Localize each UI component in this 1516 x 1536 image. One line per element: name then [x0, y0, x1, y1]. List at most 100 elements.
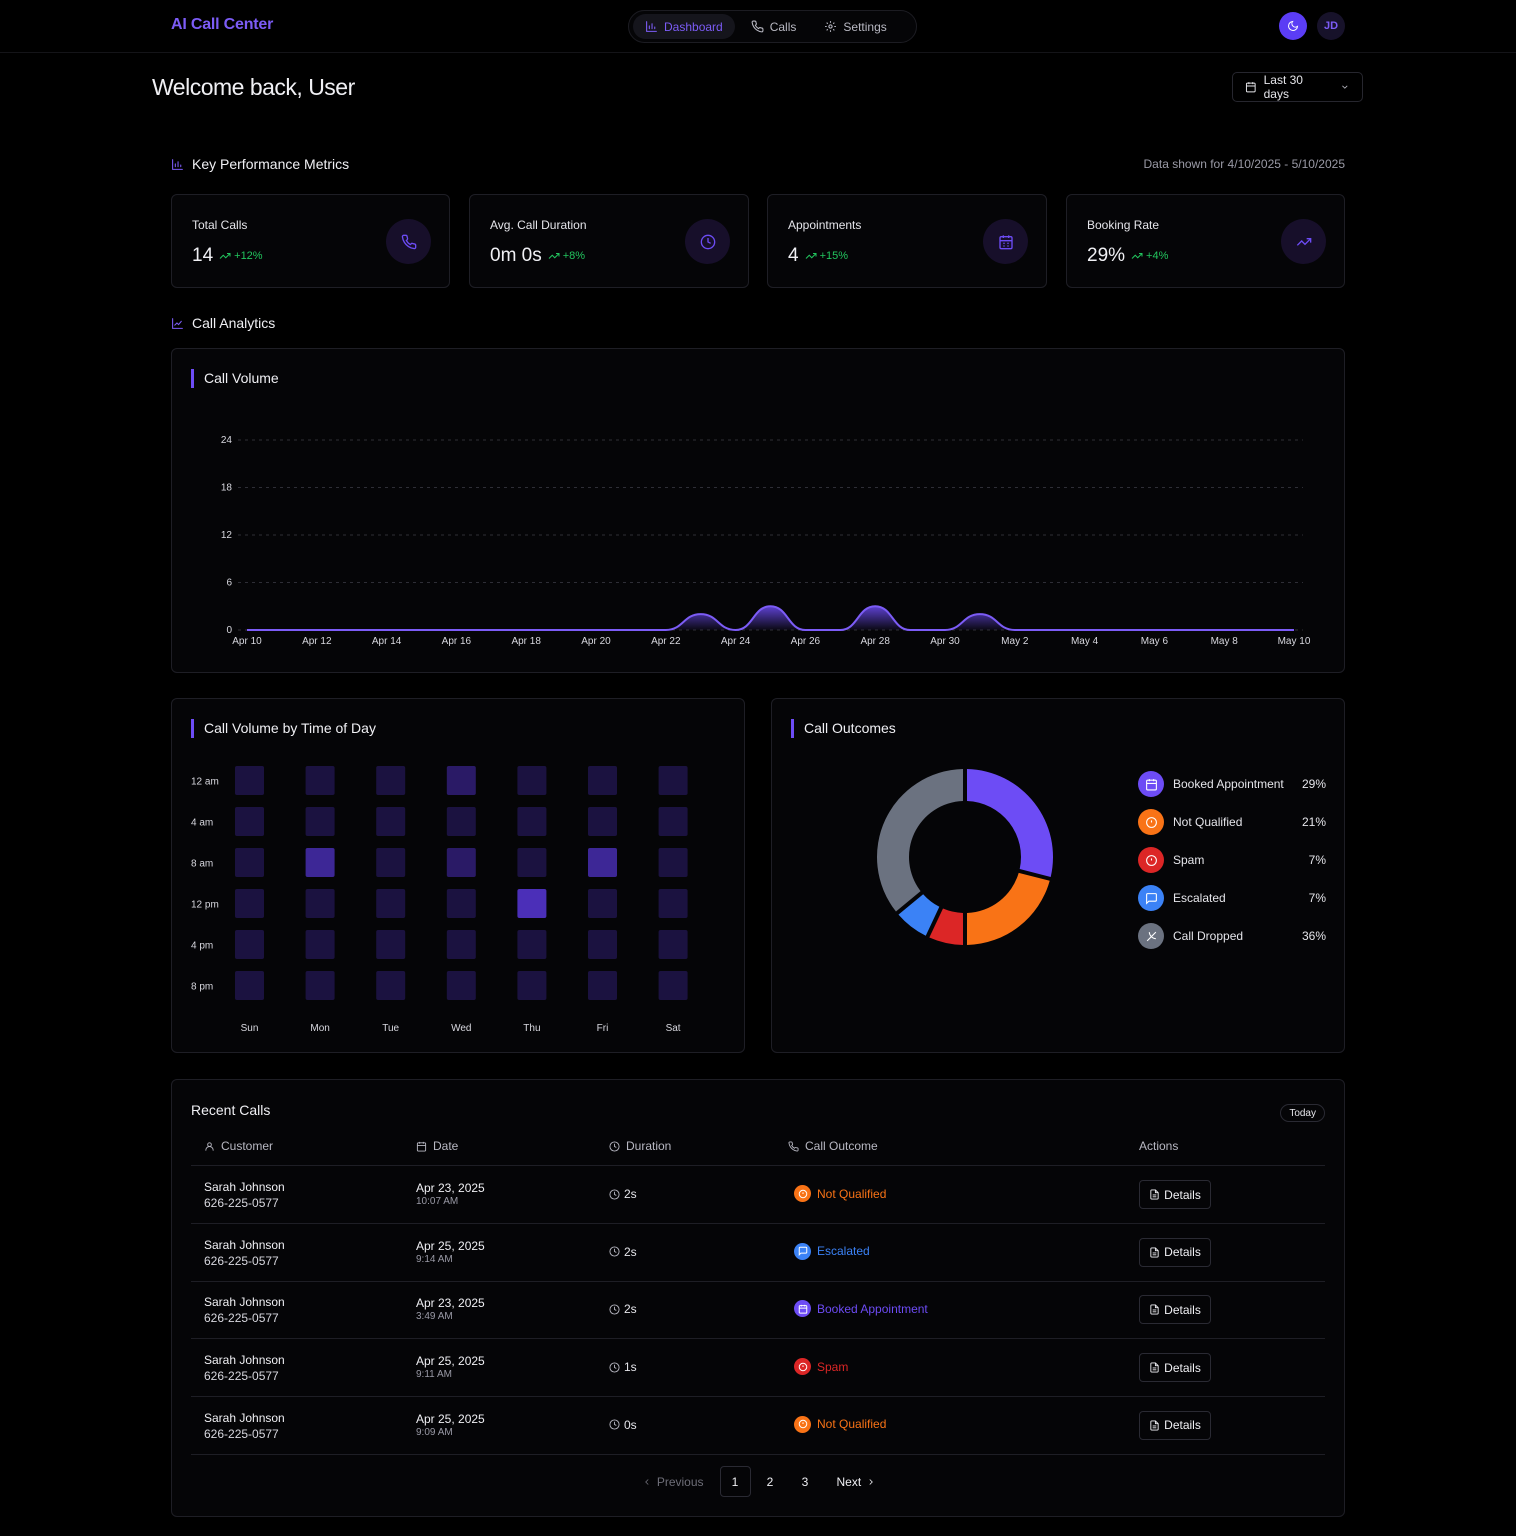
- heatmap-cell[interactable]: [658, 889, 688, 918]
- details-label: Details: [1164, 1360, 1201, 1375]
- details-label: Details: [1164, 1418, 1201, 1433]
- call-time: 10:07 AM: [416, 1196, 459, 1207]
- call-volume-area: [247, 606, 1294, 630]
- heatmap-cell[interactable]: [446, 848, 476, 877]
- heatmap-cell[interactable]: [376, 930, 406, 959]
- details-button[interactable]: Details: [1139, 1410, 1211, 1440]
- donut-slice[interactable]: [877, 769, 964, 912]
- chevron-down-icon: [1342, 85, 1348, 89]
- heatmap-cell[interactable]: [588, 971, 617, 1000]
- x-tick-label: Apr 30: [930, 636, 960, 647]
- heatmap-cell[interactable]: [446, 930, 476, 959]
- nav-dashboard[interactable]: Dashboard: [633, 14, 735, 39]
- heatmap-cell[interactable]: [588, 889, 617, 918]
- donut-slice[interactable]: [966, 769, 1053, 877]
- customer-name: Sarah Johnson: [204, 1410, 285, 1425]
- heatmap-cell[interactable]: [376, 766, 406, 795]
- date-range-button[interactable]: Last 30 days: [1232, 72, 1363, 102]
- column-header-label: Date: [433, 1139, 459, 1153]
- details-button[interactable]: Details: [1139, 1353, 1211, 1383]
- heatmap-cell[interactable]: [446, 971, 476, 1000]
- heatmap-cell[interactable]: [235, 971, 264, 1000]
- previous-page-button[interactable]: Previous: [638, 1466, 708, 1497]
- bar-chart-icon: [646, 21, 657, 32]
- nav-dashboard-label: Dashboard: [664, 19, 723, 34]
- details-button[interactable]: Details: [1139, 1237, 1211, 1267]
- nav-settings[interactable]: Settings: [812, 14, 898, 39]
- today-badge[interactable]: Today: [1280, 1104, 1325, 1122]
- details-button[interactable]: Details: [1139, 1295, 1211, 1325]
- column-header-duration[interactable]: Duration: [609, 1139, 671, 1153]
- heatmap-cell[interactable]: [517, 971, 547, 1000]
- next-label: Next: [836, 1474, 862, 1489]
- heatmap-cell[interactable]: [658, 848, 688, 877]
- heatmap-cell[interactable]: [588, 766, 617, 795]
- donut-slice[interactable]: [929, 908, 964, 945]
- column-header-date[interactable]: Date: [416, 1139, 458, 1153]
- heatmap-cell[interactable]: [235, 889, 264, 918]
- user-icon: [205, 1141, 214, 1151]
- heatmap-cell[interactable]: [588, 807, 617, 836]
- heatmap-cell[interactable]: [517, 766, 547, 795]
- heatmap-cell[interactable]: [658, 971, 688, 1000]
- brand-logo[interactable]: AI Call Center: [171, 16, 274, 33]
- kpi-number: 4: [788, 245, 799, 266]
- heatmap-cell[interactable]: [588, 930, 617, 959]
- heatmap-cell[interactable]: [517, 807, 547, 836]
- page-2-button[interactable]: 2: [766, 1474, 774, 1489]
- page-1-button[interactable]: 1: [719, 1466, 751, 1497]
- call-duration: 1s: [609, 1360, 637, 1374]
- column-header-customer[interactable]: Customer: [204, 1139, 273, 1153]
- heatmap-cell[interactable]: [305, 889, 335, 918]
- heatmap-cell[interactable]: [658, 807, 688, 836]
- column-header-outcome[interactable]: Call Outcome: [788, 1139, 878, 1153]
- duration-value: 2s: [624, 1187, 637, 1201]
- heatmap-cell[interactable]: [305, 766, 335, 795]
- donut-slice[interactable]: [898, 894, 940, 936]
- heatmap-cell[interactable]: [376, 807, 406, 836]
- call-outcome: Not Qualified: [794, 1185, 886, 1202]
- next-page-button[interactable]: Next: [833, 1466, 881, 1497]
- call-time: 9:14 AM: [416, 1253, 453, 1265]
- heatmap-cell[interactable]: [658, 930, 688, 959]
- theme-toggle-button[interactable]: [1279, 12, 1307, 40]
- heatmap-cell[interactable]: [235, 766, 264, 795]
- page-3-button[interactable]: 3: [801, 1474, 809, 1489]
- column-header-label: Customer: [221, 1139, 274, 1153]
- heatmap-cell[interactable]: [305, 807, 335, 836]
- heatmap-row-label: 12 pm: [191, 900, 219, 911]
- call-time: 9:11 AM: [416, 1369, 452, 1381]
- heatmap-cell[interactable]: [376, 848, 406, 877]
- heatmap-cell[interactable]: [446, 807, 476, 836]
- nav-settings-label: Settings: [843, 19, 887, 34]
- nav-calls[interactable]: Calls: [739, 14, 809, 39]
- heatmap-col-label: Sat: [666, 1023, 681, 1034]
- kpi-delta: +15%: [805, 250, 848, 262]
- calendar-icon: [998, 234, 1013, 249]
- heatmap-cell[interactable]: [235, 930, 264, 959]
- time-of-day-heatmap: 12 am 4 am 8 am 12 pm 4 pm 8 pm Sun Mon Tue Wed Th…: [191, 766, 688, 1034]
- trending-up-icon: [1296, 237, 1311, 246]
- heatmap-cell[interactable]: [446, 889, 476, 918]
- heatmap-cell[interactable]: [517, 930, 547, 959]
- pagination: Previous 1 2 3 Next: [172, 1466, 1346, 1497]
- kpi-delta-text: +4%: [1146, 250, 1169, 262]
- heatmap-cell[interactable]: [446, 766, 476, 795]
- heatmap-cell[interactable]: [658, 766, 688, 795]
- heatmap-cell[interactable]: [588, 848, 617, 877]
- avatar[interactable]: JD: [1317, 12, 1345, 40]
- donut-slice[interactable]: [966, 872, 1050, 945]
- heatmap-cell[interactable]: [376, 971, 406, 1000]
- details-button[interactable]: Details: [1139, 1180, 1211, 1209]
- main-nav: Dashboard Calls Settings: [628, 10, 917, 43]
- call-duration: 2s: [609, 1302, 637, 1316]
- call-outcome: Escalated: [794, 1242, 870, 1260]
- heatmap-cell[interactable]: [305, 930, 335, 959]
- heatmap-cell[interactable]: [376, 889, 406, 918]
- heatmap-cell[interactable]: [235, 848, 264, 877]
- heatmap-cell[interactable]: [517, 889, 547, 918]
- heatmap-cell[interactable]: [305, 971, 335, 1000]
- heatmap-cell[interactable]: [517, 848, 547, 877]
- heatmap-cell[interactable]: [305, 848, 335, 877]
- heatmap-cell[interactable]: [235, 807, 264, 836]
